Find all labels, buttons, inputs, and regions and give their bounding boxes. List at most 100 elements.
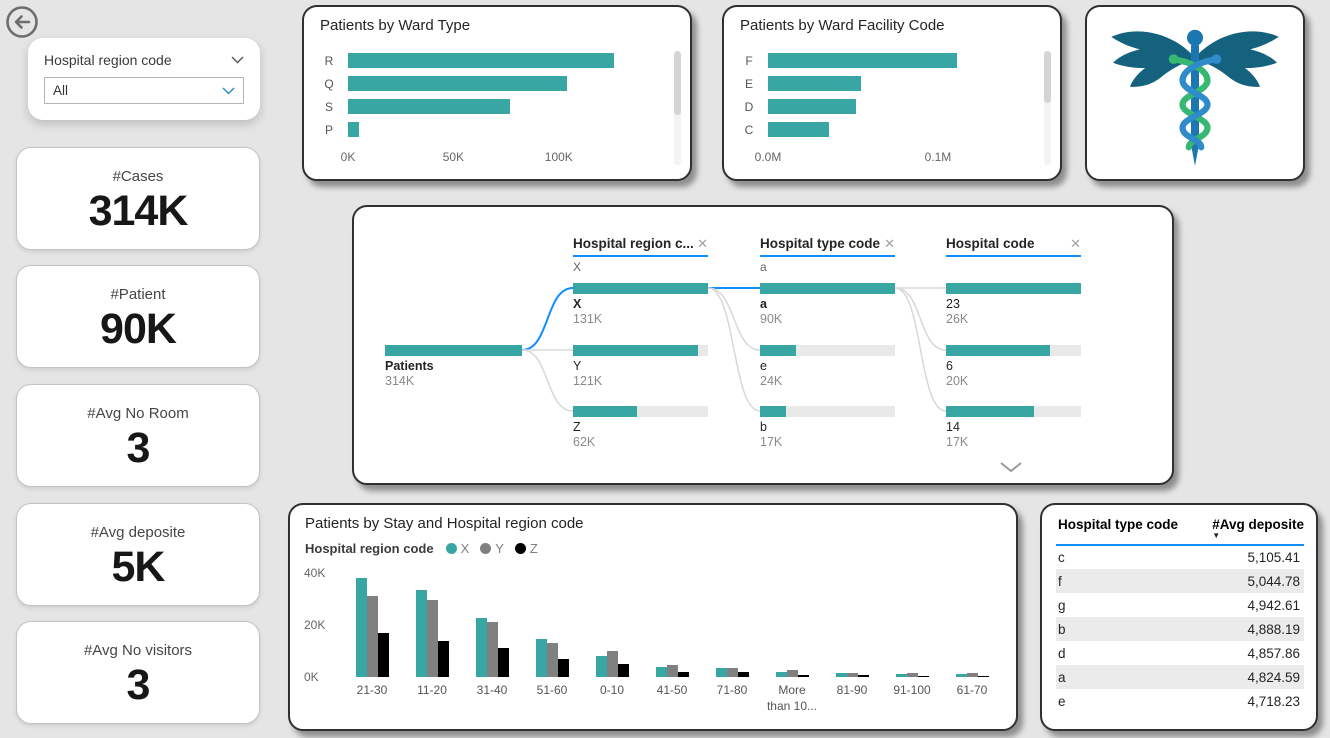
- bar-fill: [573, 283, 708, 294]
- bar-fill: [760, 283, 895, 294]
- tree-node-bar[interactable]: [760, 345, 895, 356]
- tree-node-bar[interactable]: [760, 283, 895, 294]
- kpi-card-avg-no-room[interactable]: #Avg No Room 3: [16, 384, 260, 487]
- bar[interactable]: [655, 666, 667, 677]
- table-row[interactable]: e 4,718.23: [1056, 689, 1304, 713]
- bar[interactable]: [768, 122, 830, 137]
- ward-type-bars: R Q S P 0K 50K 100K: [318, 49, 660, 166]
- kpi-card-avg-deposite[interactable]: #Avg deposite 5K: [16, 503, 260, 606]
- table-row[interactable]: f 5,044.78: [1056, 569, 1304, 593]
- close-icon[interactable]: ✕: [1070, 236, 1081, 251]
- decomposition-tree-card[interactable]: Patients 314K Hospital region c... ✕ X X 131K Y…: [352, 205, 1174, 485]
- filter-title: Hospital region code: [44, 52, 172, 68]
- bar[interactable]: [917, 675, 929, 677]
- bar[interactable]: [426, 600, 438, 677]
- bar[interactable]: [677, 671, 689, 677]
- chevron-down-icon[interactable]: [999, 460, 1023, 478]
- bar[interactable]: [768, 76, 862, 91]
- bar[interactable]: [857, 675, 869, 677]
- legend-item[interactable]: Y: [480, 541, 504, 556]
- kpi-card-patient[interactable]: #Patient 90K: [16, 265, 260, 368]
- legend-item[interactable]: X: [445, 541, 469, 556]
- tree-node-bar[interactable]: [573, 283, 708, 294]
- chevron-down-icon[interactable]: [231, 56, 244, 64]
- bar[interactable]: [475, 618, 487, 677]
- tree-node-bar[interactable]: [760, 406, 895, 417]
- table-row[interactable]: b 4,888.19: [1056, 617, 1304, 641]
- kpi-card-cases[interactable]: #Cases 314K: [16, 147, 260, 250]
- bar[interactable]: [497, 648, 509, 677]
- bar[interactable]: [835, 673, 847, 677]
- back-button[interactable]: [5, 5, 39, 39]
- legend-item[interactable]: Z: [514, 541, 538, 556]
- close-icon[interactable]: ✕: [884, 236, 895, 251]
- bar[interactable]: [737, 672, 749, 677]
- bar[interactable]: [415, 589, 427, 677]
- category-label: 11-20: [417, 683, 447, 697]
- chart-legend: Hospital region code X Y Z: [305, 541, 549, 556]
- bar-group: [702, 565, 762, 677]
- bar[interactable]: [535, 639, 547, 677]
- tree-node-label: 14: [946, 420, 960, 434]
- bar[interactable]: [546, 643, 558, 677]
- ward-facility-chart-card[interactable]: Patients by Ward Facility Code F E D C 0.0M 0…: [722, 5, 1062, 181]
- bar[interactable]: [786, 670, 798, 677]
- scrollbar[interactable]: [1044, 51, 1051, 165]
- tree-node-bar[interactable]: [573, 406, 708, 417]
- bar[interactable]: [906, 673, 918, 677]
- category-label: 41-50: [656, 683, 688, 697]
- bar-row: F: [738, 49, 1028, 72]
- bar[interactable]: [366, 596, 378, 677]
- bar[interactable]: [557, 658, 569, 677]
- bar[interactable]: [348, 99, 511, 114]
- bar[interactable]: [377, 632, 389, 677]
- table-row[interactable]: c 5,105.41: [1056, 545, 1304, 569]
- bar[interactable]: [355, 578, 367, 677]
- tree-node-bar[interactable]: [946, 406, 1081, 417]
- scrollbar-thumb[interactable]: [674, 51, 681, 115]
- bar[interactable]: [966, 673, 978, 677]
- bar[interactable]: [797, 674, 809, 677]
- kpi-card-avg-no-visitors[interactable]: #Avg No visitors 3: [16, 621, 260, 724]
- kpi-value: 3: [126, 661, 151, 709]
- region-filter-dropdown[interactable]: All: [44, 77, 244, 104]
- close-icon[interactable]: ✕: [697, 236, 708, 251]
- stay-chart-card[interactable]: Patients by Stay and Hospital region cod…: [288, 503, 1018, 731]
- deposit-table-card[interactable]: Hospital type code #Avg deposite ▼ c 5,105.…: [1040, 503, 1318, 731]
- bar[interactable]: [666, 665, 678, 677]
- bar[interactable]: [606, 650, 618, 677]
- bar[interactable]: [955, 673, 967, 677]
- bar[interactable]: [768, 53, 957, 68]
- bar[interactable]: [595, 656, 607, 677]
- table-row[interactable]: a 4,824.59: [1056, 665, 1304, 689]
- tree-node-bar[interactable]: [385, 345, 522, 356]
- table-header[interactable]: Hospital type code: [1056, 515, 1197, 546]
- ward-type-chart-card[interactable]: Patients by Ward Type R Q S P 0K 50K 100K: [302, 5, 692, 181]
- bar-group: [942, 565, 1002, 677]
- bar[interactable]: [617, 663, 629, 677]
- tree-node-bar[interactable]: [946, 345, 1081, 356]
- table-cell: 4,942.61: [1247, 597, 1300, 613]
- tree-node: 6 20K: [946, 345, 1081, 388]
- scrollbar[interactable]: [674, 51, 681, 165]
- bar-group: [522, 565, 582, 677]
- scrollbar-thumb[interactable]: [1044, 51, 1051, 103]
- bar[interactable]: [726, 667, 738, 677]
- bar[interactable]: [486, 622, 498, 677]
- bar[interactable]: [775, 671, 787, 677]
- table-row[interactable]: d 4,857.86: [1056, 641, 1304, 665]
- bar[interactable]: [348, 122, 359, 137]
- tree-node-bar[interactable]: [573, 345, 708, 356]
- bar[interactable]: [768, 99, 857, 114]
- bar[interactable]: [437, 640, 449, 677]
- bar[interactable]: [715, 667, 727, 677]
- bar[interactable]: [895, 673, 907, 677]
- bar[interactable]: [977, 675, 989, 677]
- table-row[interactable]: g 4,942.61: [1056, 593, 1304, 617]
- kpi-value: 90K: [100, 305, 177, 353]
- bar[interactable]: [846, 672, 858, 677]
- bar[interactable]: [348, 53, 614, 68]
- table-header-sorted[interactable]: #Avg deposite ▼: [1196, 515, 1304, 546]
- tree-node-bar[interactable]: [946, 283, 1081, 294]
- bar[interactable]: [348, 76, 568, 91]
